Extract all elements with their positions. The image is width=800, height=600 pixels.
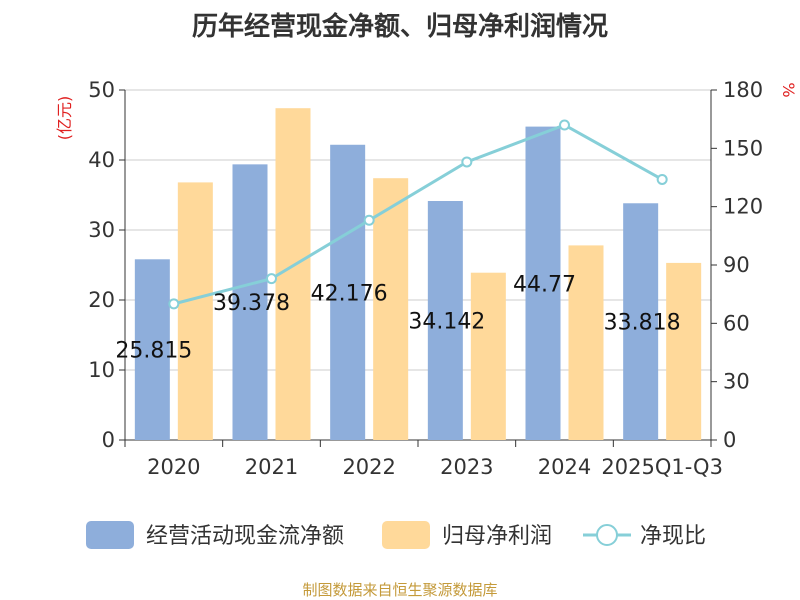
right-tick-label: 180	[723, 78, 763, 102]
x-tick-label: 2022	[342, 455, 395, 479]
bar-operating-cash-flow	[623, 203, 659, 440]
left-axis-unit: (亿元)	[55, 96, 74, 141]
x-tick-label: 2023	[440, 455, 493, 479]
bar-operating-cash-flow	[232, 164, 268, 440]
legend-label-operating-cash-flow: 经营活动现金流净额	[146, 524, 344, 549]
left-tick-label: 20	[88, 288, 115, 312]
legend-label-net-profit: 归母净利润	[442, 524, 552, 549]
legend-marker-cash-ratio	[596, 524, 618, 546]
right-tick-label: 150	[723, 136, 763, 160]
line-point	[168, 298, 180, 310]
bar-operating-cash-flow	[134, 259, 170, 440]
data-label: 33.818	[604, 311, 681, 336]
right-axis-unit: %	[779, 82, 798, 97]
left-tick-label: 10	[88, 358, 115, 382]
right-tick-label: 120	[723, 195, 763, 219]
data-label: 34.142	[408, 310, 485, 335]
source-note: 制图数据来自恒生聚源数据库	[302, 581, 498, 599]
bar-net-profit	[470, 272, 506, 440]
line-point	[656, 173, 668, 185]
right-tick-label: 30	[723, 370, 750, 394]
data-label: 39.378	[213, 291, 290, 316]
legend-label-cash-ratio: 净现比	[640, 524, 706, 549]
chart-title: 历年经营现金净额、归母净利润情况	[191, 12, 608, 42]
line-point	[461, 156, 473, 168]
left-tick-label: 30	[88, 218, 115, 242]
line-point	[266, 273, 277, 285]
x-tick-label: 2025Q1-Q3	[601, 455, 723, 479]
data-label: 44.77	[513, 272, 576, 297]
data-label: 25.815	[115, 339, 192, 364]
x-tick-label: 2020	[147, 455, 200, 479]
bar-operating-cash-flow	[427, 201, 463, 440]
left-tick-label: 40	[88, 148, 115, 172]
bar-operating-cash-flow	[525, 126, 561, 441]
x-tick-label: 2024	[538, 455, 591, 479]
left-tick-label: 0	[102, 428, 115, 452]
bar-net-profit	[666, 262, 702, 440]
right-tick-label: 0	[723, 428, 736, 452]
line-point	[559, 119, 570, 131]
legend-swatch-net-profit	[382, 521, 430, 549]
line-point	[363, 214, 375, 226]
x-tick-label: 2021	[245, 455, 298, 479]
line-cash-ratio	[173, 123, 663, 306]
right-tick-label: 90	[723, 253, 750, 277]
bar-net-profit	[177, 182, 213, 440]
right-tick-label: 60	[723, 311, 750, 335]
bar-net-profit	[373, 178, 409, 440]
bar-operating-cash-flow	[330, 144, 366, 440]
bar-net-profit	[568, 245, 604, 440]
data-label: 42.176	[311, 281, 388, 306]
left-tick-label: 50	[88, 78, 115, 102]
legend-swatch-operating-cash-flow	[86, 521, 134, 549]
